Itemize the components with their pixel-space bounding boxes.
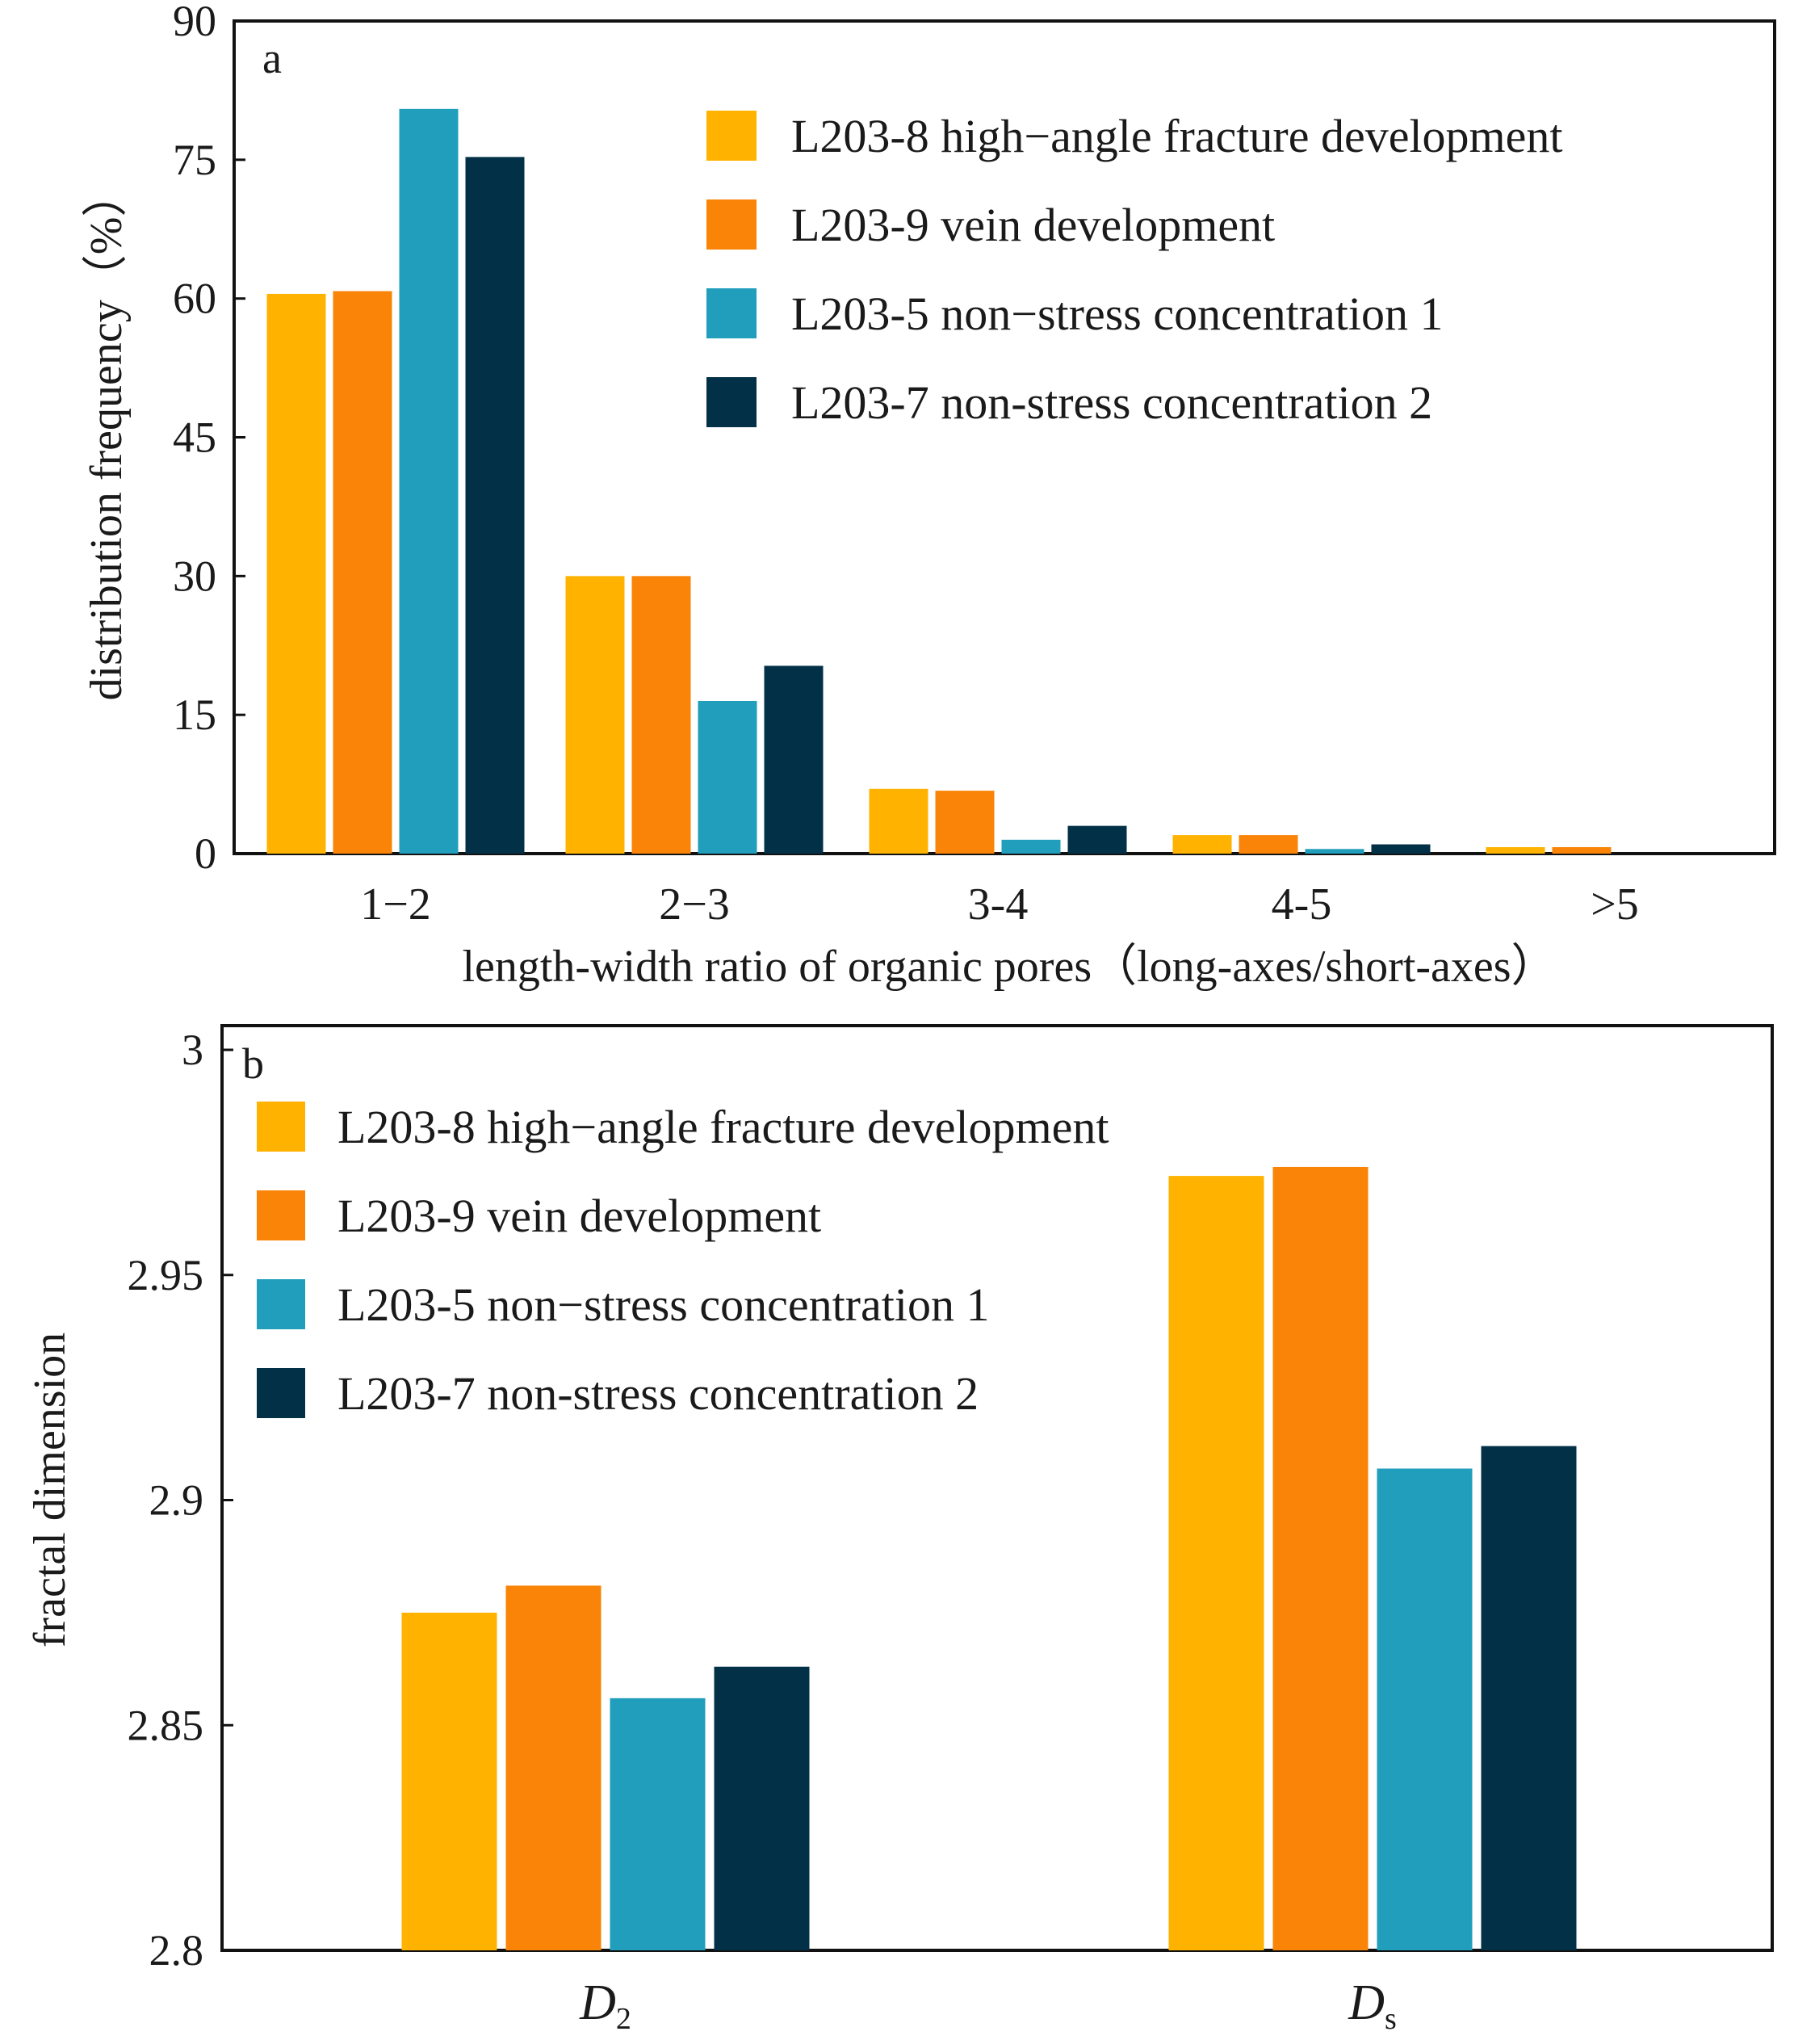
legend-label: L203-7 non-stress concentration 2 xyxy=(337,1367,979,1420)
y-tick-label: 2.85 xyxy=(128,1701,204,1749)
bars-a xyxy=(266,108,1612,854)
legend-swatch xyxy=(257,1279,305,1329)
bar-a-4-2 xyxy=(1239,835,1298,854)
y-tick-label: 75 xyxy=(173,136,216,184)
bar-a-3-1 xyxy=(869,788,928,854)
y-tick-label: 15 xyxy=(173,690,216,739)
bar-b-2-1 xyxy=(1168,1176,1264,1950)
legend-label: L203-9 vein development xyxy=(337,1190,821,1242)
bar-a-5-2 xyxy=(1552,846,1612,854)
bar-b-1-2 xyxy=(505,1585,601,1950)
y-tick-label: 45 xyxy=(173,413,216,462)
bar-a-1-4 xyxy=(465,157,525,854)
x-tick-label: 4-5 xyxy=(1272,879,1332,930)
y-axis-title-b: fractal dimension xyxy=(25,1333,75,1647)
legend-b: L203-8 high−angle fracture development L2… xyxy=(257,1101,1109,1420)
bar-a-3-4 xyxy=(1067,825,1127,854)
legend-label: L203-5 non−stress concentration 1 xyxy=(791,288,1443,340)
panel-label-a: a xyxy=(262,34,282,82)
legend-label: L203-5 non−stress concentration 1 xyxy=(337,1278,989,1331)
legend-swatch xyxy=(257,1190,305,1240)
bar-a-4-3 xyxy=(1305,849,1364,854)
y-tick-label: 30 xyxy=(173,552,216,600)
legend-swatch xyxy=(706,288,757,338)
bar-a-4-1 xyxy=(1172,835,1232,854)
legend-label: L203-9 vein development xyxy=(791,199,1275,251)
panel-a-chart: a 0 15 30 45 60 75 90 1−2 2−3 3-4 4-5 >5 L203-8 hi… xyxy=(82,0,1776,992)
x-tick-label-main: D xyxy=(1348,1975,1385,2030)
x-axis-ticks-b: D2 Ds xyxy=(579,1975,1397,2036)
bar-a-2-3 xyxy=(698,700,757,854)
y-axis-title-a: distribution frequency（%） xyxy=(82,172,132,701)
legend-swatch xyxy=(706,111,757,161)
panel-label-b: b xyxy=(242,1039,264,1088)
bar-a-2-4 xyxy=(764,665,824,854)
y-tick-label: 90 xyxy=(173,0,216,45)
x-axis-ticks-a: 1−2 2−3 3-4 4-5 >5 xyxy=(360,879,1639,930)
bar-a-4-4 xyxy=(1371,844,1431,854)
legend-swatch xyxy=(257,1368,305,1418)
x-tick-label: D2 xyxy=(579,1975,631,2036)
y-tick-label: 2.9 xyxy=(149,1476,204,1525)
x-tick-label-sub: s xyxy=(1385,2002,1397,2036)
x-tick-label: 3-4 xyxy=(968,879,1029,930)
legend-label: L203-8 high−angle fracture development xyxy=(337,1101,1109,1153)
bar-a-2-1 xyxy=(565,576,625,854)
bar-a-1-2 xyxy=(333,291,392,854)
bar-a-5-1 xyxy=(1486,846,1545,854)
x-axis-title-a: length-width ratio of organic pores（long… xyxy=(462,942,1556,992)
x-tick-label-main: D xyxy=(579,1975,616,2030)
legend-label: L203-8 high−angle fracture development xyxy=(791,110,1563,162)
x-tick-label-sub: 2 xyxy=(616,2002,631,2036)
bar-a-1-1 xyxy=(266,293,326,854)
bar-b-2-3 xyxy=(1377,1468,1473,1950)
bar-a-1-3 xyxy=(399,108,459,854)
y-axis-ticks-a: 0 15 30 45 60 75 90 xyxy=(173,0,245,878)
bars-b xyxy=(401,1166,1577,1950)
x-tick-label: 1−2 xyxy=(360,879,431,930)
bar-b-1-4 xyxy=(714,1666,810,1950)
legend-swatch xyxy=(706,199,757,250)
bar-b-1-1 xyxy=(401,1612,497,1950)
bar-b-2-2 xyxy=(1272,1166,1369,1950)
panel-b-chart: b 2.82.852.92.953 D2 Ds L203-8 high−angle… xyxy=(25,1024,1774,2036)
y-tick-label: 3 xyxy=(182,1026,203,1074)
bar-a-3-2 xyxy=(935,791,995,854)
plot-frame-b xyxy=(220,1024,1774,1952)
y-tick-label: 2.95 xyxy=(128,1251,204,1299)
legend-swatch xyxy=(257,1102,305,1152)
bar-b-1-3 xyxy=(610,1698,706,1950)
bar-b-2-4 xyxy=(1481,1446,1577,1950)
x-tick-label: 2−3 xyxy=(659,879,730,930)
bar-a-2-2 xyxy=(631,576,691,854)
y-tick-label: 60 xyxy=(173,275,216,323)
legend-swatch xyxy=(706,377,757,427)
x-tick-label: >5 xyxy=(1591,879,1639,930)
legend-label: L203-7 non-stress concentration 2 xyxy=(791,376,1432,429)
x-tick-label: Ds xyxy=(1348,1975,1397,2036)
bar-a-3-3 xyxy=(1001,839,1061,854)
y-tick-label: 2.8 xyxy=(149,1926,204,1975)
legend-a: L203-8 high−angle fracture development L2… xyxy=(706,110,1563,429)
y-tick-label: 0 xyxy=(195,829,216,878)
y-axis-ticks-b: 2.8 2.85 2.9 2.95 3 xyxy=(128,1026,233,1975)
